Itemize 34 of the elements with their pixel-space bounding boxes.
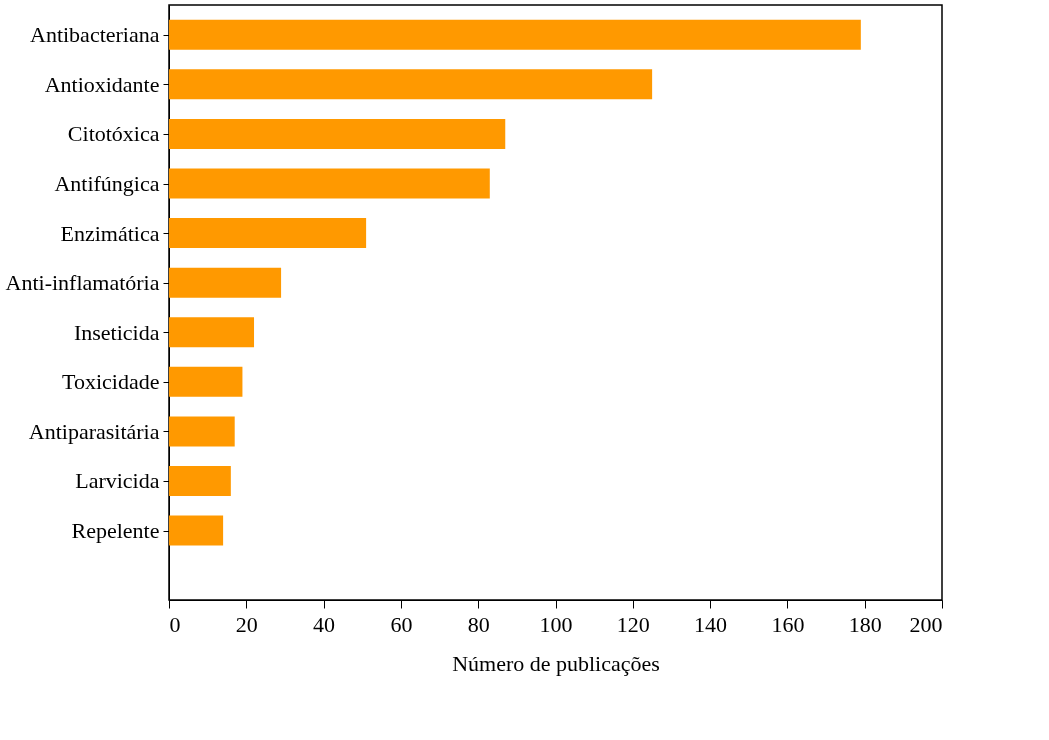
y-tick-label: Antiparasitária: [28, 418, 160, 444]
bar: [169, 366, 243, 397]
bar: [169, 317, 255, 348]
x-tick-label: 0: [169, 611, 181, 637]
bar: [169, 19, 861, 50]
y-tick-label: Antibacteriana: [30, 22, 160, 48]
y-tick-label: Larvicida: [75, 468, 160, 494]
x-axis-title: Número de publicações: [452, 650, 660, 676]
bar: [169, 465, 231, 496]
x-tick-label: 100: [539, 611, 573, 637]
y-tick-label: Enzimática: [60, 220, 160, 246]
x-tick-label: 120: [616, 611, 650, 637]
x-tick-label: 200: [909, 611, 943, 637]
y-tick-label: Inseticida: [73, 319, 160, 345]
bar: [169, 515, 224, 546]
y-tick-label: Repelente: [71, 518, 160, 544]
x-tick-label: 140: [694, 611, 728, 637]
bar: [169, 118, 506, 149]
x-tick-label: 60: [390, 611, 413, 637]
y-tick-label: Citotóxica: [67, 121, 160, 147]
bar: [169, 168, 490, 199]
x-tick-label: 80: [467, 611, 490, 637]
y-tick-label: Antifúngica: [54, 171, 160, 197]
y-tick-label: Antioxidante: [44, 71, 160, 97]
bar: [169, 69, 653, 100]
x-tick-label: 180: [848, 611, 882, 637]
bar: [169, 416, 235, 447]
x-tick-label: 20: [235, 611, 258, 637]
x-tick-label: 40: [313, 611, 336, 637]
y-tick-label: Toxicidade: [62, 369, 160, 395]
bar: [169, 267, 282, 298]
x-tick-label: 160: [771, 611, 805, 637]
y-tick-label: Anti-inflamatória: [5, 270, 160, 296]
bar: [169, 218, 367, 249]
